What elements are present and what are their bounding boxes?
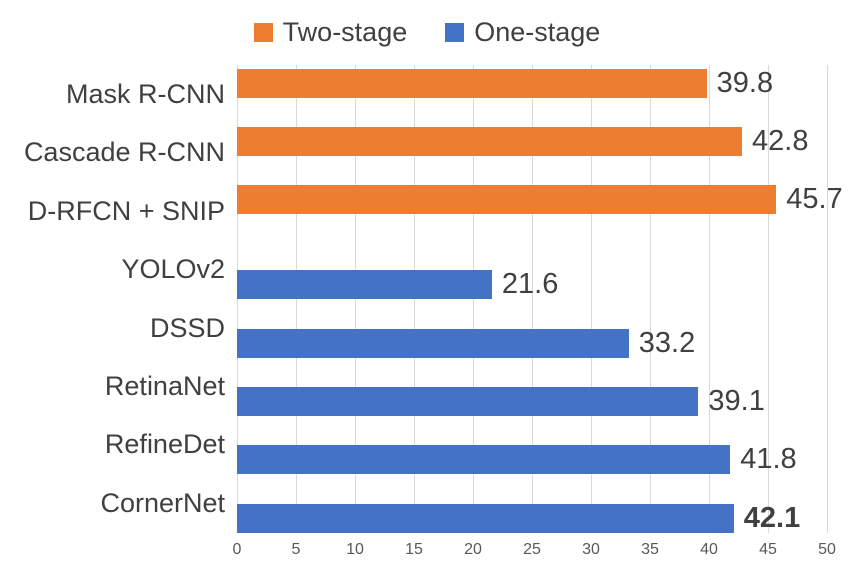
category-label: DSSD bbox=[149, 312, 225, 343]
category-label: Cascade R-CNN bbox=[23, 137, 225, 168]
chart-row-cornernet: CornerNet 42.1 bbox=[0, 474, 854, 534]
x-tick-label: 20 bbox=[464, 541, 482, 558]
gridline bbox=[591, 65, 592, 533]
legend-label: Two-stage bbox=[282, 16, 408, 47]
legend-item-one-stage: One-stage bbox=[445, 16, 601, 47]
bar bbox=[237, 387, 699, 416]
legend: Two-stage One-stage bbox=[0, 12, 854, 52]
category-label: RetinaNet bbox=[104, 371, 225, 401]
x-tick-label: 5 bbox=[291, 541, 301, 558]
value-label: 41.8 bbox=[740, 443, 797, 476]
x-tick-label: 50 bbox=[818, 541, 836, 558]
one-stage-color-swatch-icon bbox=[445, 22, 465, 42]
bar bbox=[237, 185, 777, 215]
value-label: 39.8 bbox=[716, 66, 774, 99]
value-label: 39.1 bbox=[708, 385, 765, 417]
legend-item-two-stage: Two-stage bbox=[253, 16, 408, 47]
x-tick-label: 45 bbox=[759, 541, 777, 558]
chart-row-cascade-r-cnn: Cascade R-CNN 42.8 bbox=[0, 123, 854, 181]
x-tick-label: 40 bbox=[700, 541, 718, 558]
x-tick-label: 10 bbox=[346, 541, 364, 558]
legend-label: One-stage bbox=[474, 16, 601, 47]
gridline bbox=[532, 65, 533, 533]
chart-row-dssd: DSSD 33.2 bbox=[0, 299, 854, 359]
value-label: 42.1 bbox=[743, 501, 801, 534]
x-tick-label: 30 bbox=[582, 541, 600, 558]
chart-row-retinanet: RetinaNet 39.1 bbox=[0, 357, 854, 417]
value-label: 45.7 bbox=[786, 183, 843, 216]
x-axis-ticks: 0 5 10 15 20 25 30 35 40 45 50 bbox=[0, 540, 854, 562]
category-label: CornerNet bbox=[100, 487, 225, 518]
bar bbox=[237, 270, 492, 300]
bar bbox=[237, 445, 731, 475]
value-label: 33.2 bbox=[638, 326, 696, 359]
gridline bbox=[827, 65, 828, 533]
bar bbox=[237, 328, 629, 358]
bar bbox=[237, 503, 734, 533]
gridline bbox=[768, 65, 769, 533]
category-label: Mask R-CNN bbox=[66, 79, 225, 109]
category-label: RefineDet bbox=[104, 429, 225, 460]
chart-row-mask-r-cnn: Mask R-CNN 39.8 bbox=[0, 65, 854, 123]
value-label: 21.6 bbox=[501, 268, 559, 301]
x-tick-label: 15 bbox=[405, 541, 423, 558]
x-tick-label: 35 bbox=[641, 541, 659, 558]
bar bbox=[237, 126, 743, 156]
x-tick-label: 0 bbox=[232, 541, 242, 558]
chart-row-d-rfcn-snip: D-RFCN + SNIP 45.7 bbox=[0, 182, 854, 240]
bar bbox=[237, 68, 707, 98]
category-label: YOLOv2 bbox=[121, 254, 225, 285]
x-tick-label: 25 bbox=[523, 541, 541, 558]
value-label: 42.8 bbox=[752, 124, 809, 157]
category-label: D-RFCN + SNIP bbox=[27, 195, 225, 226]
chart-row-yolov2: YOLOv2 21.6 bbox=[0, 240, 854, 301]
gridline bbox=[709, 65, 710, 533]
gridline bbox=[650, 65, 651, 533]
two-stage-color-swatch-icon bbox=[253, 22, 273, 42]
chart-row-refinedet: RefineDet 41.8 bbox=[0, 415, 854, 476]
